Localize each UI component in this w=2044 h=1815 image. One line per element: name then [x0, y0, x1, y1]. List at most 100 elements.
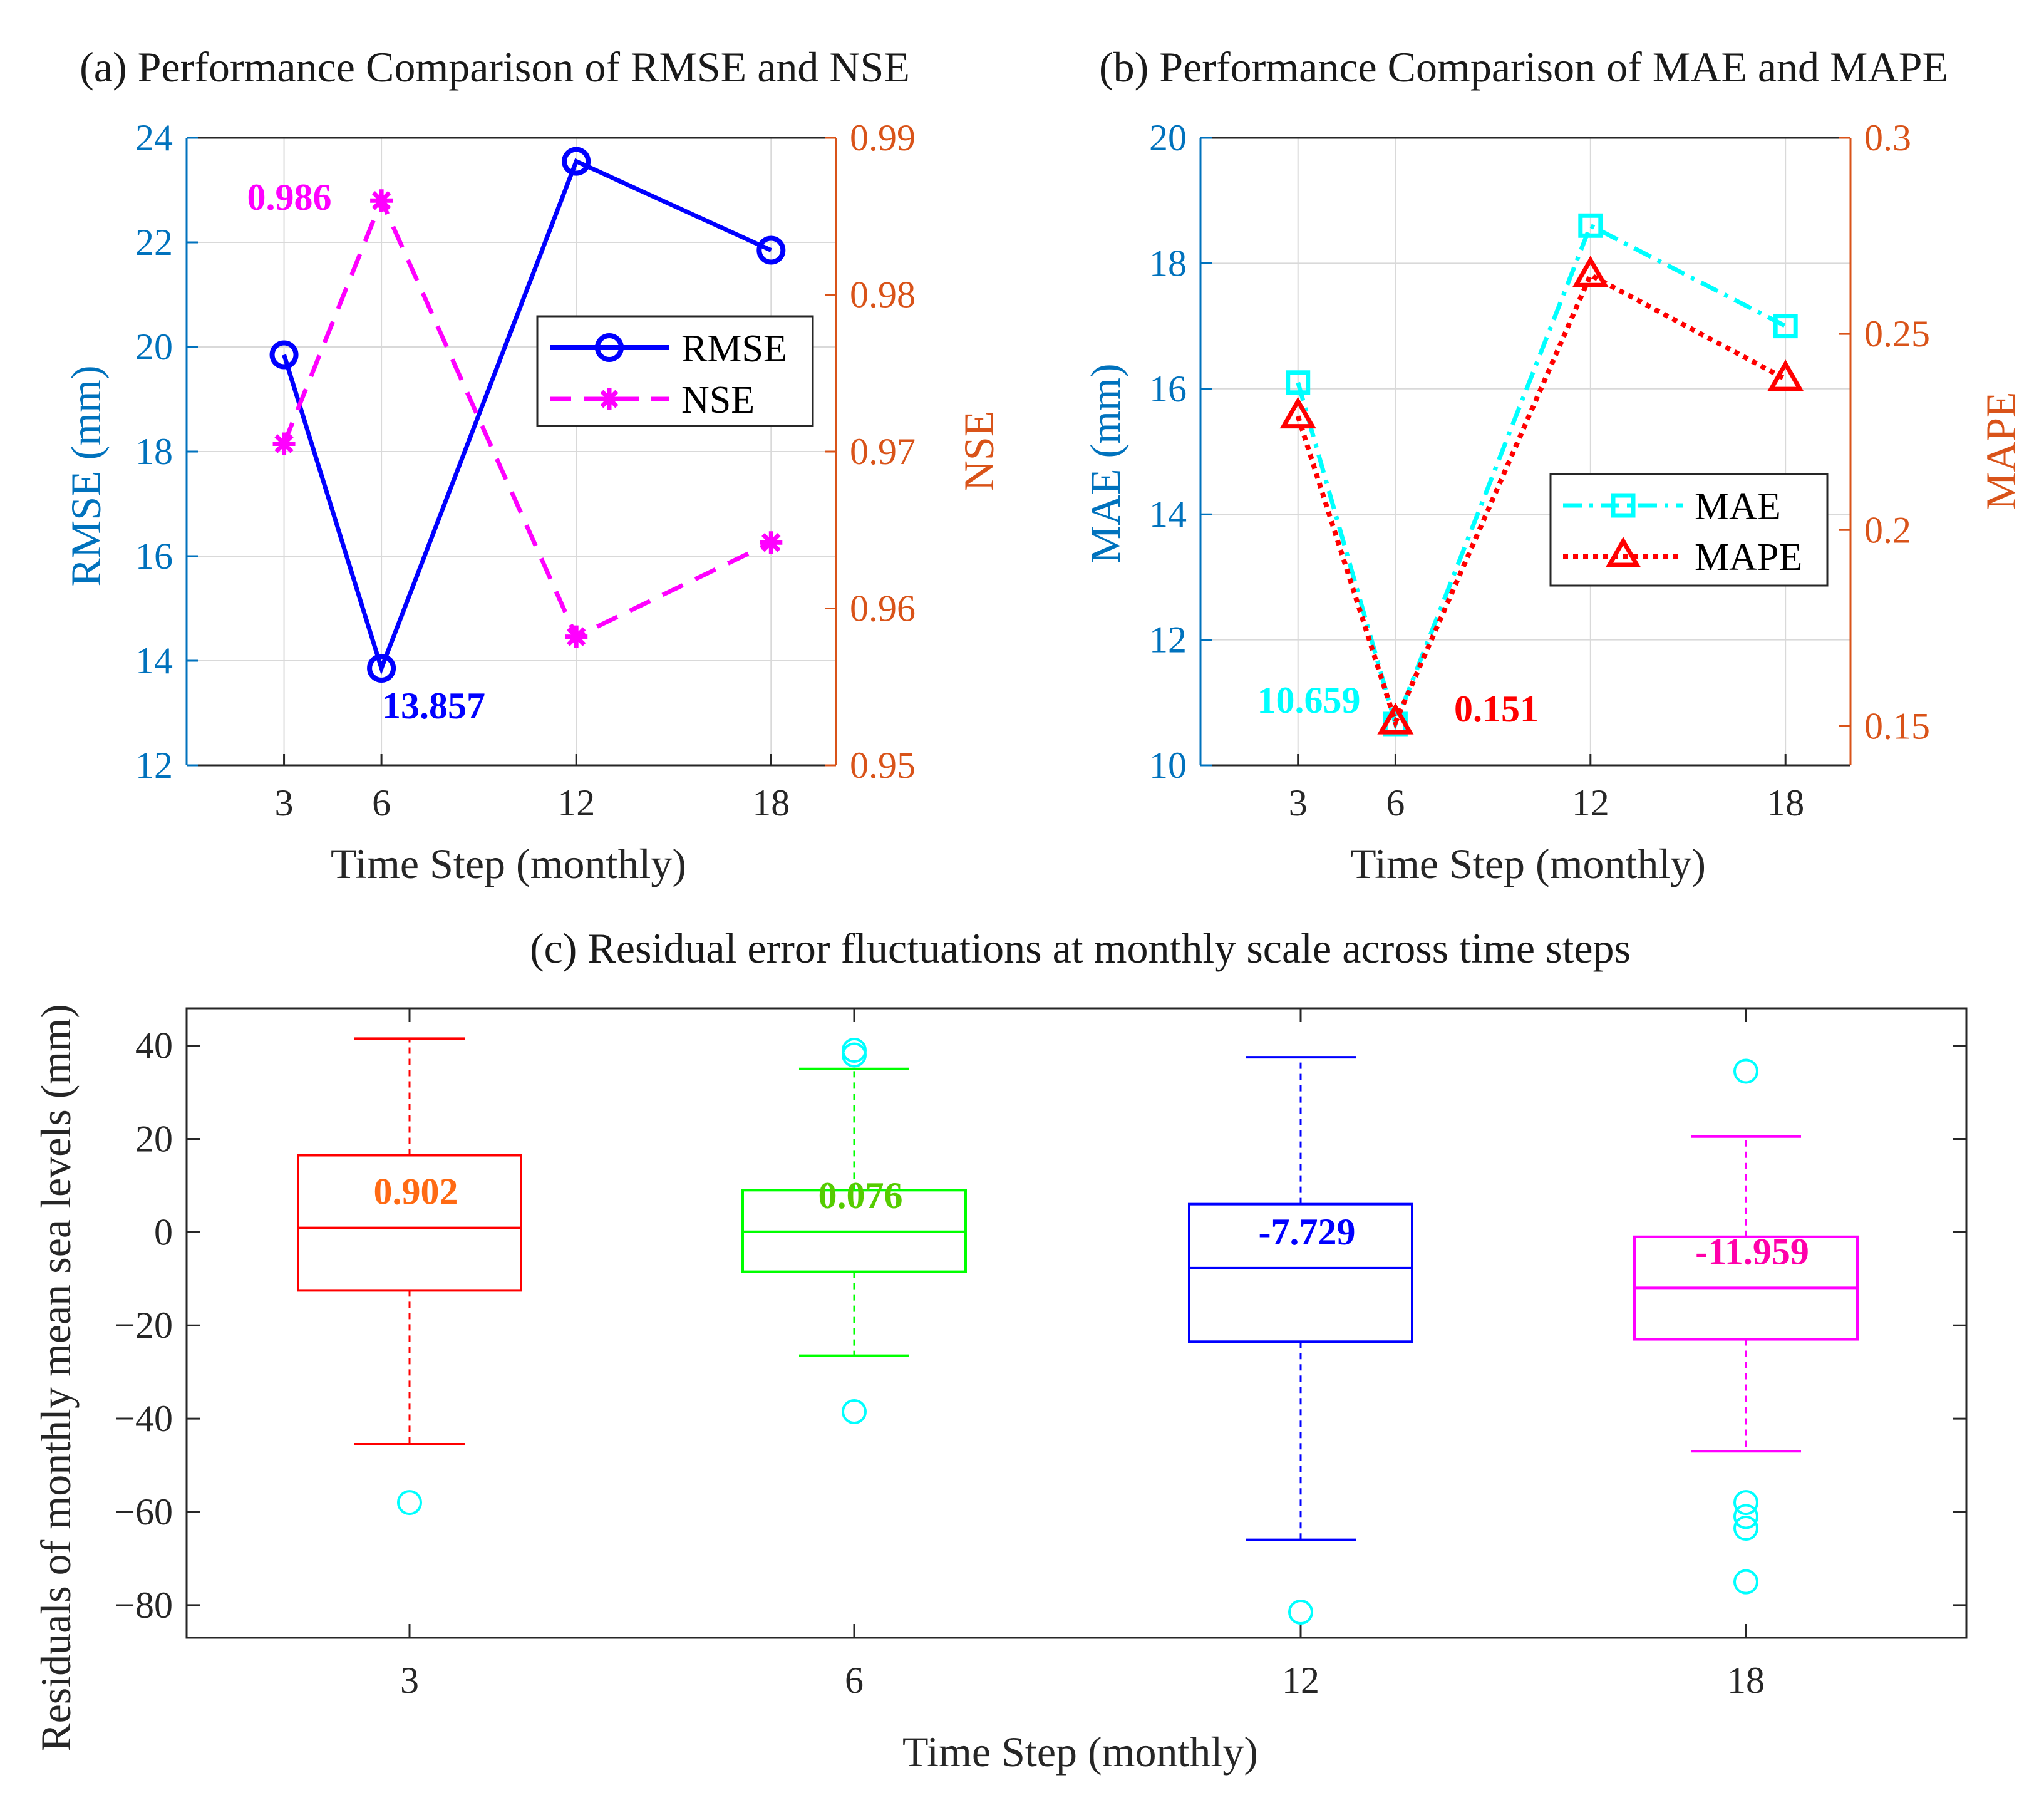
outlier-point	[842, 1038, 867, 1063]
y-right-tick-label: 0.99	[850, 117, 916, 158]
box-3: 0.902	[297, 1037, 522, 1516]
y-left-tick-label: 12	[1149, 619, 1187, 661]
y-right-tick-label: 0.25	[1864, 313, 1930, 354]
median-label: 0.902	[374, 1171, 458, 1213]
y-left-tick-label: 12	[135, 745, 173, 786]
annotation-rmse-min: 13.857	[382, 685, 485, 727]
y-left-tick-label: 16	[1149, 368, 1187, 410]
series-line-mae	[1296, 222, 1787, 731]
marker-nse-stroke	[761, 533, 781, 552]
iqr-box	[297, 1154, 522, 1292]
y-right-tick-label: 0.3	[1864, 117, 1911, 158]
outlier-point	[1733, 1504, 1758, 1529]
y-left-tick-label: 20	[135, 326, 173, 368]
y-tick-label: 40	[135, 1025, 173, 1067]
panel-c-axes	[185, 1007, 1968, 1639]
y-left-tick-label: 16	[135, 535, 173, 577]
y-tick-label: 0	[154, 1211, 173, 1253]
panel-c-boxplot: (c) Residual error fluctuations at month…	[32, 924, 1968, 1776]
panel-c-title: (c) Residual error fluctuations at month…	[530, 924, 1631, 972]
marker-nse	[272, 432, 296, 455]
annotation-mae-min: 10.659	[1257, 680, 1361, 721]
series-line-nse	[282, 195, 772, 640]
median-label: -11.959	[1695, 1231, 1809, 1272]
y-left-tick-label: 20	[1149, 117, 1187, 158]
annotation-nse-max: 0.986	[247, 177, 332, 218]
legend-mae-label: MAE	[1695, 485, 1781, 528]
box-18: -11.959	[1633, 1058, 1859, 1595]
y-tick-label: 20	[135, 1118, 173, 1159]
panel-c-frame	[185, 1007, 1968, 1639]
x-tick-label: 12	[1282, 1660, 1319, 1701]
outlier-point	[842, 1399, 867, 1424]
legend-mape-marker	[1605, 537, 1641, 567]
legend-nse-label: NSE	[681, 379, 755, 421]
marker-nse-stroke	[371, 190, 391, 210]
annotation-mape-min: 0.151	[1454, 688, 1539, 730]
panel-b-mae-mape: (b) Performance Comparison of MAE and MA…	[1081, 43, 2025, 887]
panel-a-ticks: 3 6 12 18 12 14 16 18 20 22 24 0.95 0.96 0.97 0.98 0.99	[135, 117, 916, 824]
panel-b-legend: MAE MAPE	[1549, 473, 1829, 587]
y-left-tick-label: 10	[1149, 745, 1187, 786]
outlier-point	[397, 1490, 422, 1516]
panel-a-title: (a) Performance Comparison of RMSE and N…	[80, 43, 910, 91]
outlier-point	[842, 1042, 867, 1068]
y-right-tick-label: 0.15	[1864, 705, 1930, 747]
series-line-mape	[1295, 271, 1787, 730]
panel-a-ylabel-left: RMSE (mm)	[62, 365, 110, 586]
iqr-box	[1188, 1202, 1413, 1343]
y-left-tick-label: 24	[135, 117, 173, 158]
marker-nse-stroke	[274, 434, 294, 453]
marker-rmse	[756, 235, 786, 265]
panel-a-rmse-nse: (a) Performance Comparison of RMSE and N…	[62, 43, 1003, 887]
x-tick-label: 6	[1386, 782, 1405, 824]
panel-c-ticks: −80 −60 −40 −20 0 20 40 3 6 12 18	[114, 1008, 1966, 1701]
panel-a-series	[269, 147, 786, 683]
panel-a-xlabel: Time Step (monthly)	[331, 840, 686, 887]
outlier-point	[1733, 1569, 1758, 1595]
panel-b-title: (b) Performance Comparison of MAE and MA…	[1099, 43, 1948, 91]
marker-mae	[1578, 213, 1603, 238]
x-tick-label: 18	[1727, 1660, 1765, 1701]
outlier-point	[1733, 1490, 1758, 1516]
outlier-point	[1733, 1516, 1758, 1541]
series-line-rmse	[282, 158, 772, 675]
marker-mape	[1377, 703, 1414, 735]
panel-a-legend: RMSE NSE	[536, 315, 814, 427]
marker-mape	[1572, 256, 1609, 287]
legend-nse-star-stroke	[600, 390, 619, 408]
x-tick-label: 6	[845, 1660, 864, 1701]
marker-nse	[565, 625, 588, 648]
y-left-tick-label: 14	[135, 640, 173, 681]
y-tick-label: −20	[114, 1305, 173, 1346]
panel-c-ylabel: Residuals of monthly mean sea levels (mm…	[32, 1004, 80, 1752]
x-tick-label: 6	[372, 782, 391, 824]
y-right-tick-label: 0.98	[850, 274, 916, 316]
y-left-tick-label: 22	[135, 222, 173, 263]
panel-a-ylabel-right: NSE	[955, 411, 1003, 491]
y-right-tick-label: 0.95	[850, 745, 916, 786]
marker-rmse	[562, 147, 591, 176]
y-left-tick-label: 18	[135, 431, 173, 472]
legend-mae-marker	[1611, 493, 1636, 518]
panel-b-xlabel: Time Step (monthly)	[1350, 840, 1706, 887]
marker-rmse	[367, 653, 396, 683]
median-label: 0.076	[818, 1175, 903, 1216]
legend-rmse-marker	[595, 333, 624, 362]
panel-a-legend-box	[536, 315, 814, 427]
panel-b-ylabel-left: MAE (mm)	[1081, 363, 1129, 563]
marker-mae	[1773, 314, 1798, 339]
legend-rmse-label: RMSE	[681, 328, 787, 370]
y-tick-label: −60	[114, 1491, 173, 1533]
panel-b-legend-box	[1549, 473, 1829, 587]
x-tick-label: 12	[1572, 782, 1609, 824]
outlier-point	[1288, 1600, 1313, 1625]
marker-rmse	[269, 340, 299, 370]
panel-c-xlabel: Time Step (monthly)	[902, 1728, 1258, 1776]
panel-b-ylabel-right: MAPE	[1977, 392, 2025, 510]
x-tick-label: 12	[557, 782, 595, 824]
y-right-tick-label: 0.2	[1864, 509, 1911, 551]
y-right-tick-label: 0.97	[850, 431, 916, 472]
y-right-tick-label: 0.96	[850, 588, 916, 629]
